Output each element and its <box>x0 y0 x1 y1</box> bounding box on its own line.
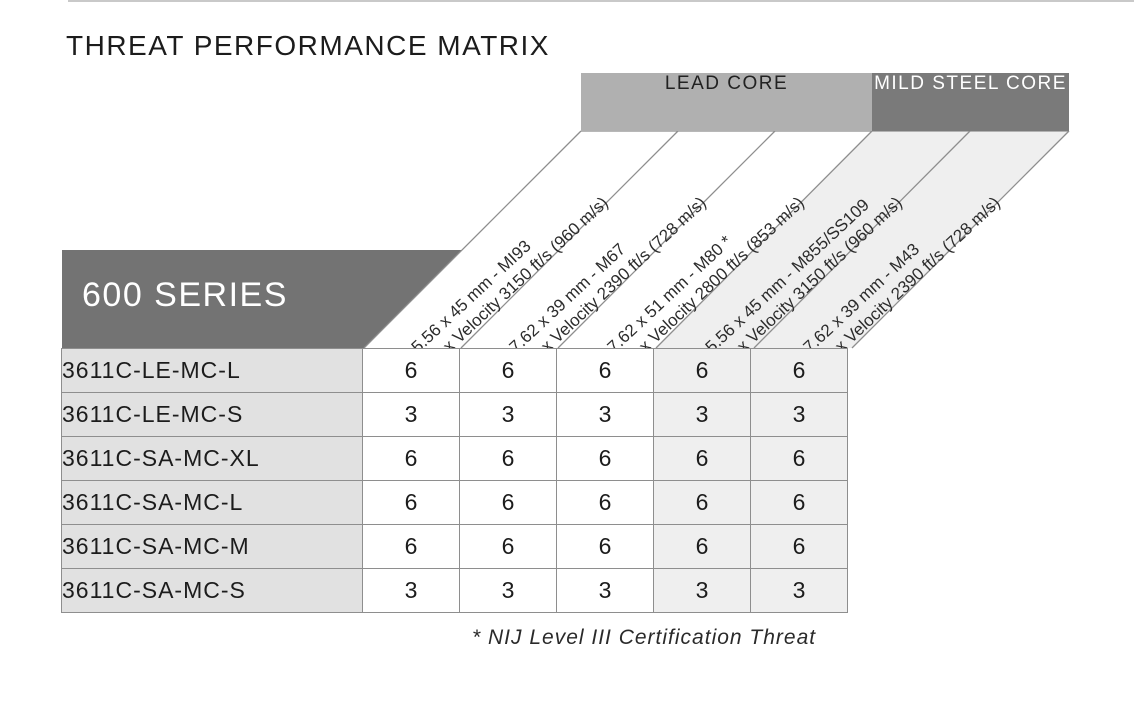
rating-cell: 6 <box>362 480 460 525</box>
page-title: THREAT PERFORMANCE MATRIX <box>66 30 550 61</box>
rating-cell: 3 <box>653 568 751 613</box>
rating-cell: 3 <box>750 568 848 613</box>
top-divider <box>68 0 1134 2</box>
table-row: 3611C-LE-MC-L 6 6 6 6 6 <box>61 348 848 393</box>
rating-cell: 3 <box>459 392 557 437</box>
model-cell: 3611C-SA-MC-M <box>61 524 363 569</box>
rating-cell: 3 <box>459 568 557 613</box>
rating-cell: 6 <box>556 524 654 569</box>
rating-cell: 6 <box>459 436 557 481</box>
rating-cell: 3 <box>653 392 751 437</box>
rating-cell: 6 <box>653 348 751 393</box>
rating-cell: 6 <box>459 524 557 569</box>
rating-cell: 6 <box>556 480 654 525</box>
rating-cell: 6 <box>459 348 557 393</box>
rating-cell: 6 <box>653 436 751 481</box>
rating-cell: 6 <box>750 348 848 393</box>
table-row: 3611C-SA-MC-XL 6 6 6 6 6 <box>61 436 848 481</box>
table-row: 3611C-SA-MC-L 6 6 6 6 6 <box>61 480 848 525</box>
rating-cell: 6 <box>653 480 751 525</box>
rating-cell: 6 <box>750 436 848 481</box>
model-cell: 3611C-LE-MC-L <box>61 348 363 393</box>
model-cell: 3611C-SA-MC-L <box>61 480 363 525</box>
table-row: 3611C-SA-MC-S 3 3 3 3 3 <box>61 568 848 613</box>
model-cell: 3611C-SA-MC-S <box>61 568 363 613</box>
rating-cell: 3 <box>556 392 654 437</box>
threat-matrix-table: 3611C-LE-MC-L 6 6 6 6 6 3611C-LE-MC-S 3 … <box>61 348 848 613</box>
rating-cell: 3 <box>362 392 460 437</box>
model-cell: 3611C-SA-MC-XL <box>61 436 363 481</box>
rating-cell: 6 <box>653 524 751 569</box>
footnote: * NIJ Level III Certification Threat <box>472 626 817 649</box>
model-cell: 3611C-LE-MC-S <box>61 392 363 437</box>
rating-cell: 6 <box>362 348 460 393</box>
rating-cell: 3 <box>556 568 654 613</box>
table-row: 3611C-LE-MC-S 3 3 3 3 3 <box>61 392 848 437</box>
series-label: 600 SERIES <box>82 276 288 314</box>
category-label-mild-steel-core: MILD STEEL CORE <box>874 73 1067 94</box>
category-label-lead-core: LEAD CORE <box>664 73 789 94</box>
rating-cell: 6 <box>556 436 654 481</box>
rating-cell: 3 <box>362 568 460 613</box>
rating-cell: 6 <box>750 524 848 569</box>
table-row: 3611C-SA-MC-M 6 6 6 6 6 <box>61 524 848 569</box>
rating-cell: 6 <box>362 524 460 569</box>
rating-cell: 6 <box>556 348 654 393</box>
rating-cell: 6 <box>362 436 460 481</box>
rating-cell: 6 <box>750 480 848 525</box>
rating-cell: 6 <box>459 480 557 525</box>
rating-cell: 3 <box>750 392 848 437</box>
